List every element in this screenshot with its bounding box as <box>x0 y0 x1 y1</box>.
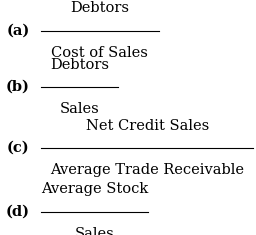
Text: (c): (c) <box>7 141 29 155</box>
Text: Average Stock: Average Stock <box>41 182 148 196</box>
Text: Debtors: Debtors <box>50 58 109 72</box>
Text: (d): (d) <box>6 204 30 219</box>
Text: Average Trade Receivable: Average Trade Receivable <box>50 163 244 177</box>
Text: Cost of Sales: Cost of Sales <box>51 46 148 60</box>
Text: (a): (a) <box>6 24 29 38</box>
Text: Net Credit Sales: Net Credit Sales <box>86 119 209 133</box>
Text: Sales: Sales <box>59 102 99 116</box>
Text: Sales: Sales <box>75 227 115 235</box>
Text: (b): (b) <box>6 80 30 94</box>
Text: Debtors: Debtors <box>70 1 129 15</box>
